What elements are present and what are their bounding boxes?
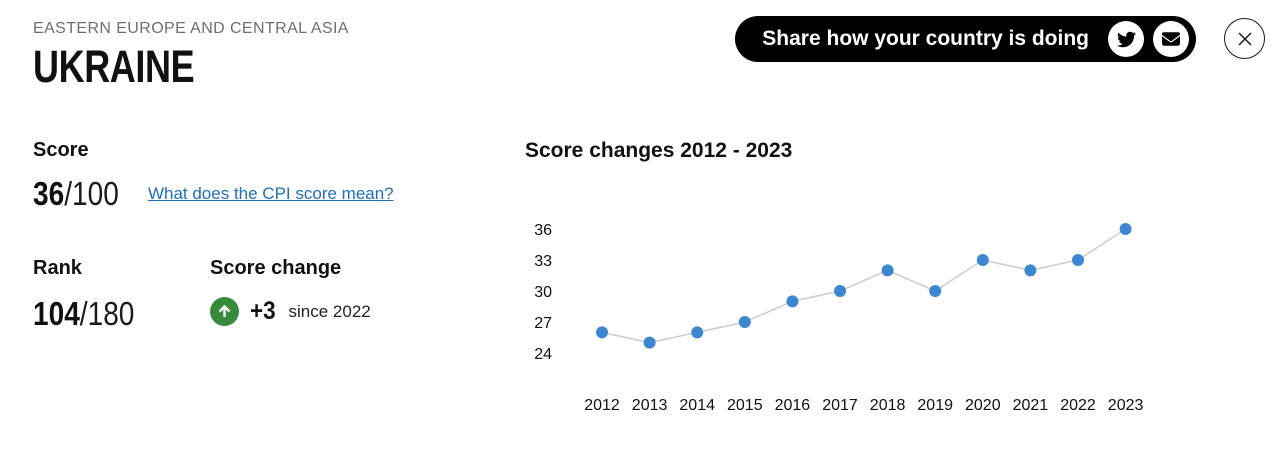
twitter-icon: [1116, 30, 1136, 49]
x-tick-label: 2020: [965, 397, 1001, 414]
score-change-section: Score change +3 since 2022: [210, 257, 371, 326]
score-line: [601, 228, 1127, 344]
data-point-2015[interactable]: [738, 316, 751, 328]
score-change-delta: +3: [250, 297, 276, 325]
data-point-2013[interactable]: [643, 336, 656, 349]
x-tick-label: 2012: [584, 397, 620, 414]
score-change-badge: [210, 297, 239, 326]
y-tick-label: 30: [534, 284, 552, 301]
score-change-label: Score change: [210, 257, 342, 279]
close-icon: [1234, 28, 1256, 50]
y-tick-label: 33: [534, 253, 552, 270]
data-point-2016[interactable]: [786, 295, 799, 308]
share-email-button[interactable]: [1153, 21, 1189, 57]
x-tick-label: 2015: [727, 397, 763, 414]
data-point-2019[interactable]: [929, 285, 942, 297]
share-twitter-button[interactable]: [1108, 21, 1144, 57]
share-button-label: Share how your country is doing: [762, 27, 1089, 50]
chart-title: Score changes 2012 - 2023: [525, 139, 793, 162]
arrow-up-icon: [216, 303, 233, 320]
data-point-2018[interactable]: [881, 264, 894, 277]
y-tick-label: 36: [534, 222, 552, 239]
x-tick-label: 2023: [1108, 397, 1144, 414]
x-tick-label: 2013: [632, 397, 668, 414]
data-point-2017[interactable]: [834, 285, 846, 297]
score-value: 36/100: [33, 177, 119, 210]
country-name: UKRAINE: [33, 41, 195, 92]
data-point-2023[interactable]: [1119, 223, 1132, 235]
rank-section: Rank 104/180: [33, 257, 152, 330]
share-button[interactable]: Share how your country is doing: [735, 16, 1196, 62]
close-button[interactable]: [1224, 18, 1265, 59]
y-tick-label: 27: [534, 315, 552, 332]
envelope-icon: [1162, 30, 1180, 48]
x-tick-label: 2014: [679, 397, 715, 414]
region-label: EASTERN EUROPE AND CENTRAL ASIA: [33, 20, 349, 37]
score-section: Score 36/100 What does the CPI score mea…: [33, 139, 394, 210]
score-denominator: /100: [64, 175, 119, 212]
score-label: Score: [33, 139, 89, 161]
cpi-score-link[interactable]: What does the CPI score mean?: [147, 183, 394, 203]
x-tick-label: 2021: [1013, 397, 1049, 414]
x-tick-label: 2019: [917, 397, 953, 414]
rank-denominator: /180: [79, 295, 135, 332]
data-point-2021[interactable]: [1024, 264, 1037, 277]
rank-value: 104/180: [33, 297, 134, 330]
score-chart-svg: 24 27 30 33 36 2012 2013 2014 2015 2016 2017 2018 20…: [534, 222, 1144, 414]
x-tick-label: 2017: [822, 397, 858, 414]
data-point-2020[interactable]: [976, 254, 989, 266]
x-tick-label: 2018: [870, 397, 906, 414]
rank-numerator: 104: [33, 295, 80, 332]
rank-label: Rank: [33, 257, 82, 279]
y-tick-label: 24: [534, 346, 552, 363]
data-point-2022[interactable]: [1072, 254, 1084, 266]
data-point-2014[interactable]: [691, 326, 704, 339]
x-tick-label: 2016: [775, 397, 811, 414]
score-chart: 24 27 30 33 36 2012 2013 2014 2015 2016 2017 2018 20…: [480, 213, 1180, 428]
score-change-since: since 2022: [288, 301, 371, 321]
score-numerator: 36: [33, 175, 65, 212]
data-point-2012[interactable]: [596, 326, 608, 339]
x-tick-label: 2022: [1060, 397, 1096, 414]
